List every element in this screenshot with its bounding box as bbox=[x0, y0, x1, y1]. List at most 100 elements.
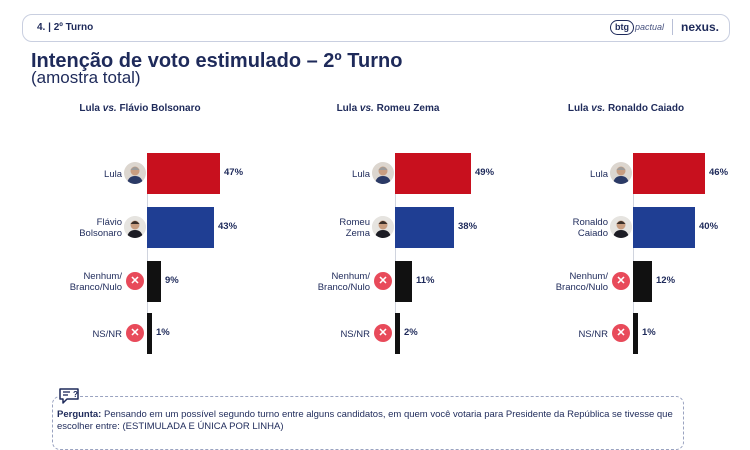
bar-category-label: Lula bbox=[590, 168, 608, 180]
bar-category-label: NS/NR bbox=[92, 328, 122, 340]
bar-value-label: 9% bbox=[165, 275, 179, 286]
bar-category-label: NS/NR bbox=[578, 328, 608, 340]
bar-category-label: Ronaldo Caiado bbox=[572, 217, 608, 239]
header-bar: 4. | 2º Turno btg pactual nexus. bbox=[22, 14, 730, 42]
page-subtitle: (amostra total) bbox=[31, 68, 141, 87]
matchup-title-b: Ronaldo Caiado bbox=[605, 103, 685, 114]
matchup-title-a: Lula bbox=[567, 103, 592, 114]
matchup-title-vs: vs. bbox=[359, 103, 374, 114]
bar-value-label: 2% bbox=[404, 327, 418, 338]
bar-row: NS/NR ✕ 2% bbox=[268, 312, 508, 356]
bar-value-label: 43% bbox=[218, 221, 238, 232]
x-circle-icon: ✕ bbox=[374, 272, 392, 290]
matchup-chart-flavio: Lula vs. Flávio Bolsonaro Lula 47% Flávio Bo… bbox=[20, 100, 260, 360]
x-circle-icon: ✕ bbox=[612, 272, 630, 290]
question-prefix: Pergunta: bbox=[57, 409, 102, 420]
logos: btg pactual nexus. bbox=[609, 19, 719, 35]
candidate-photo-icon bbox=[610, 216, 632, 238]
matchup-title-a: Lula bbox=[79, 103, 103, 114]
bar-row: Lula 49% bbox=[268, 152, 508, 196]
candidate-photo-icon bbox=[610, 162, 632, 184]
bar-mark bbox=[395, 261, 412, 302]
bar-area: 47% bbox=[147, 152, 257, 196]
matchup-title-a: Lula bbox=[336, 103, 360, 114]
candidate-photo-icon bbox=[124, 162, 146, 184]
bar-mark bbox=[147, 207, 214, 248]
question-text: Pergunta: Pensando em um possível segund… bbox=[57, 409, 677, 433]
matchup-title-b: Flávio Bolsonaro bbox=[116, 103, 201, 114]
candidate-photo-icon bbox=[372, 162, 394, 184]
bar-value-label: 47% bbox=[224, 167, 244, 178]
matchup-title: Lula vs. Flávio Bolsonaro bbox=[20, 103, 260, 114]
bar-value-label: 38% bbox=[458, 221, 478, 232]
matchup-title-b: Romeu Zema bbox=[373, 103, 440, 114]
bar-mark bbox=[395, 207, 454, 248]
bar-row: Ronaldo Caiado 40% bbox=[506, 206, 746, 250]
bar-category-label: Romeu Zema bbox=[339, 217, 370, 239]
btg-pactual-logo: btg pactual bbox=[609, 19, 664, 35]
matchup-title-vs: vs. bbox=[102, 103, 117, 114]
svg-text:?: ? bbox=[73, 390, 78, 399]
bar-area: 49% bbox=[395, 152, 505, 196]
bar-area: 2% bbox=[395, 312, 505, 356]
candidate-photo-icon bbox=[124, 216, 146, 238]
question-box: Pergunta: Pensando em um possível segund… bbox=[52, 396, 684, 450]
bar-row: Nenhum/Branco/Nulo ✕ 11% bbox=[268, 260, 508, 304]
bar-mark bbox=[147, 313, 152, 354]
bar-row: NS/NR ✕ 1% bbox=[20, 312, 260, 356]
matchup-title: Lula vs. Romeu Zema bbox=[268, 103, 508, 114]
bar-mark bbox=[395, 153, 471, 194]
bar-mark bbox=[633, 313, 638, 354]
bar-area: 11% bbox=[395, 260, 505, 304]
x-circle-icon: ✕ bbox=[126, 324, 144, 342]
bar-value-label: 40% bbox=[699, 221, 719, 232]
bar-row: Lula 47% bbox=[20, 152, 260, 196]
bar-area: 1% bbox=[147, 312, 257, 356]
bar-category-label: Lula bbox=[104, 168, 122, 180]
matchup-chart-zema: Lula vs. Romeu Zema Lula 49% Romeu Zema 38% Ne… bbox=[268, 100, 508, 360]
bar-value-label: 1% bbox=[156, 327, 170, 338]
btg-logo-mark: btg bbox=[609, 19, 634, 35]
bar-row: Nenhum/Branco/Nulo ✕ 9% bbox=[20, 260, 260, 304]
bar-category-label: NS/NR bbox=[340, 328, 370, 340]
bar-mark bbox=[633, 207, 695, 248]
nexus-logo: nexus. bbox=[680, 20, 719, 34]
bar-axis-line bbox=[395, 155, 396, 345]
bar-area: 43% bbox=[147, 206, 257, 250]
speech-bubble-question-icon: ? bbox=[58, 387, 80, 405]
bar-area: 38% bbox=[395, 206, 505, 250]
page-title: Intenção de voto estimulado – 2º Turno bbox=[31, 50, 403, 72]
x-circle-icon: ✕ bbox=[374, 324, 392, 342]
logo-divider bbox=[671, 19, 673, 35]
bar-value-label: 12% bbox=[656, 275, 676, 286]
bar-mark bbox=[633, 261, 652, 302]
bar-mark bbox=[147, 153, 220, 194]
matchup-title: Lula vs. Ronaldo Caiado bbox=[506, 103, 746, 114]
x-circle-icon: ✕ bbox=[612, 324, 630, 342]
bar-mark bbox=[395, 313, 400, 354]
bar-row: Flávio Bolsonaro 43% bbox=[20, 206, 260, 250]
bar-area: 9% bbox=[147, 260, 257, 304]
bar-mark bbox=[147, 261, 161, 302]
bar-category-label: Nenhum/Branco/Nulo bbox=[69, 271, 122, 293]
bar-row: Lula 46% bbox=[506, 152, 746, 196]
bar-area: 1% bbox=[633, 312, 743, 356]
bar-value-label: 11% bbox=[416, 275, 435, 286]
bar-category-label: Lula bbox=[352, 168, 370, 180]
bar-mark bbox=[633, 153, 705, 194]
bar-row: Romeu Zema 38% bbox=[268, 206, 508, 250]
bar-value-label: 49% bbox=[475, 167, 495, 178]
slide-id: 4. | 2º Turno bbox=[37, 22, 94, 33]
bar-area: 46% bbox=[633, 152, 743, 196]
question-body: Pensando em um possível segundo turno en… bbox=[57, 409, 673, 432]
bar-axis-line bbox=[633, 155, 634, 345]
bar-category-label: Nenhum/Branco/Nulo bbox=[555, 271, 608, 293]
x-circle-icon: ✕ bbox=[126, 272, 144, 290]
bar-category-label: Flávio Bolsonaro bbox=[79, 217, 122, 239]
candidate-photo-icon bbox=[372, 216, 394, 238]
bar-category-label: Nenhum/Branco/Nulo bbox=[317, 271, 370, 293]
matchup-title-vs: vs. bbox=[591, 103, 606, 114]
bar-value-label: 1% bbox=[642, 327, 656, 338]
bar-row: Nenhum/Branco/Nulo ✕ 12% bbox=[506, 260, 746, 304]
bar-area: 12% bbox=[633, 260, 743, 304]
